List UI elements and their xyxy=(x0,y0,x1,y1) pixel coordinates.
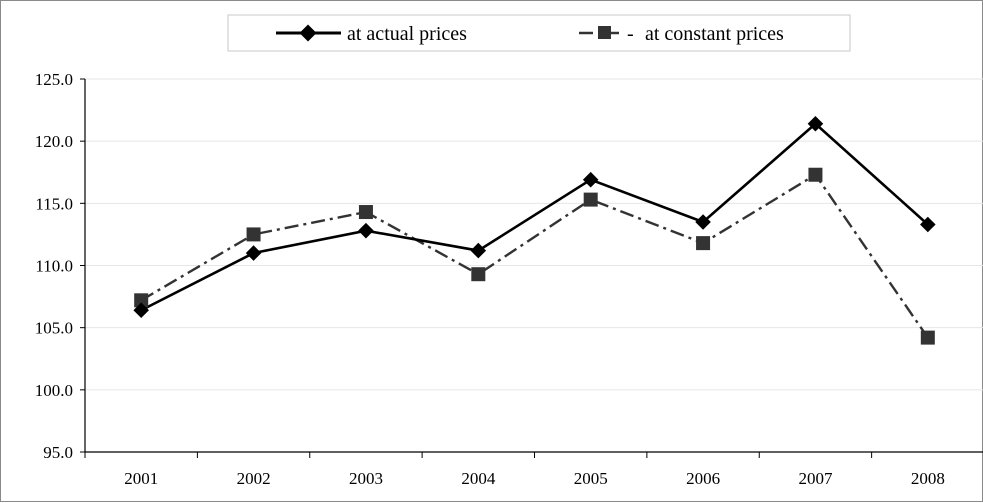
x-tick-label: 2008 xyxy=(911,469,945,488)
data-point-actual xyxy=(470,242,487,259)
x-tick-label: 2003 xyxy=(349,469,383,488)
data-point-actual xyxy=(358,222,374,239)
data-point-actual xyxy=(245,245,262,261)
x-tick-label: 2006 xyxy=(686,469,720,488)
x-tick-label: 2005 xyxy=(574,469,608,488)
data-point-constant xyxy=(471,267,486,282)
data-point-constant xyxy=(358,205,373,220)
y-tick-label: 110.0 xyxy=(35,257,73,276)
legend-marker-constant xyxy=(598,26,611,39)
series-line-actual xyxy=(140,122,929,312)
legend-label-actual: at actual prices xyxy=(347,23,467,45)
x-tick-label: 2002 xyxy=(237,469,271,488)
data-point-constant xyxy=(808,167,823,182)
y-tick-label: 115.0 xyxy=(35,194,73,213)
x-tick-label: 2001 xyxy=(124,469,158,488)
y-tick-labels: 95.0 100.0 105.0 110.0 115.0 120.0 125.0 xyxy=(35,70,85,462)
gridlines xyxy=(85,78,983,391)
legend: at actual prices - at constant prices xyxy=(227,14,851,52)
y-tick-label: 125.0 xyxy=(35,70,73,89)
series-line-constant xyxy=(140,173,929,339)
data-point-actual xyxy=(695,214,711,230)
legend-label-constant: at constant prices xyxy=(645,23,784,45)
x-tick-labels: 2001 2002 2003 2004 2005 2006 2007 2008 xyxy=(84,452,945,488)
data-point-constant xyxy=(920,330,935,345)
data-point-actual xyxy=(582,171,599,188)
x-tick-label: 2007 xyxy=(798,469,833,488)
legend-dash-constant: - xyxy=(627,23,634,45)
y-tick-label: 95.0 xyxy=(43,443,73,462)
x-tick-label: 2004 xyxy=(461,469,496,488)
y-tick-label: 120.0 xyxy=(35,132,73,151)
data-point-constant xyxy=(134,293,149,308)
data-point-actual xyxy=(133,302,149,319)
y-tick-label: 100.0 xyxy=(35,381,73,400)
data-point-constant xyxy=(583,192,598,207)
y-tick-label: 105.0 xyxy=(35,319,73,338)
data-point-actual xyxy=(920,216,936,233)
series xyxy=(133,115,936,345)
data-point-constant xyxy=(696,236,711,251)
data-point-constant xyxy=(246,227,261,242)
